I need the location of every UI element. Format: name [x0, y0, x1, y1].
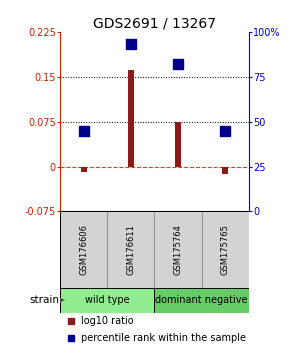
- Title: GDS2691 / 13267: GDS2691 / 13267: [93, 17, 216, 31]
- Bar: [175, 122, 181, 166]
- Text: strain: strain: [29, 295, 59, 305]
- Bar: [222, 166, 228, 174]
- FancyBboxPatch shape: [202, 211, 249, 288]
- Text: GSM175765: GSM175765: [221, 224, 230, 275]
- Bar: [128, 69, 134, 166]
- Text: log10 ratio: log10 ratio: [81, 316, 134, 326]
- Point: [81, 128, 86, 133]
- Text: dominant negative: dominant negative: [155, 295, 248, 305]
- Text: GSM175764: GSM175764: [174, 224, 183, 275]
- FancyBboxPatch shape: [60, 288, 154, 313]
- FancyBboxPatch shape: [154, 211, 202, 288]
- Text: percentile rank within the sample: percentile rank within the sample: [81, 333, 246, 343]
- Text: wild type: wild type: [85, 295, 130, 305]
- Point: [128, 41, 133, 47]
- Bar: [81, 166, 87, 172]
- Point: [223, 128, 228, 133]
- Text: GSM176606: GSM176606: [79, 224, 88, 275]
- Text: GSM176611: GSM176611: [126, 224, 135, 275]
- Point: [176, 61, 181, 67]
- FancyBboxPatch shape: [60, 211, 107, 288]
- FancyBboxPatch shape: [107, 211, 154, 288]
- FancyBboxPatch shape: [154, 288, 249, 313]
